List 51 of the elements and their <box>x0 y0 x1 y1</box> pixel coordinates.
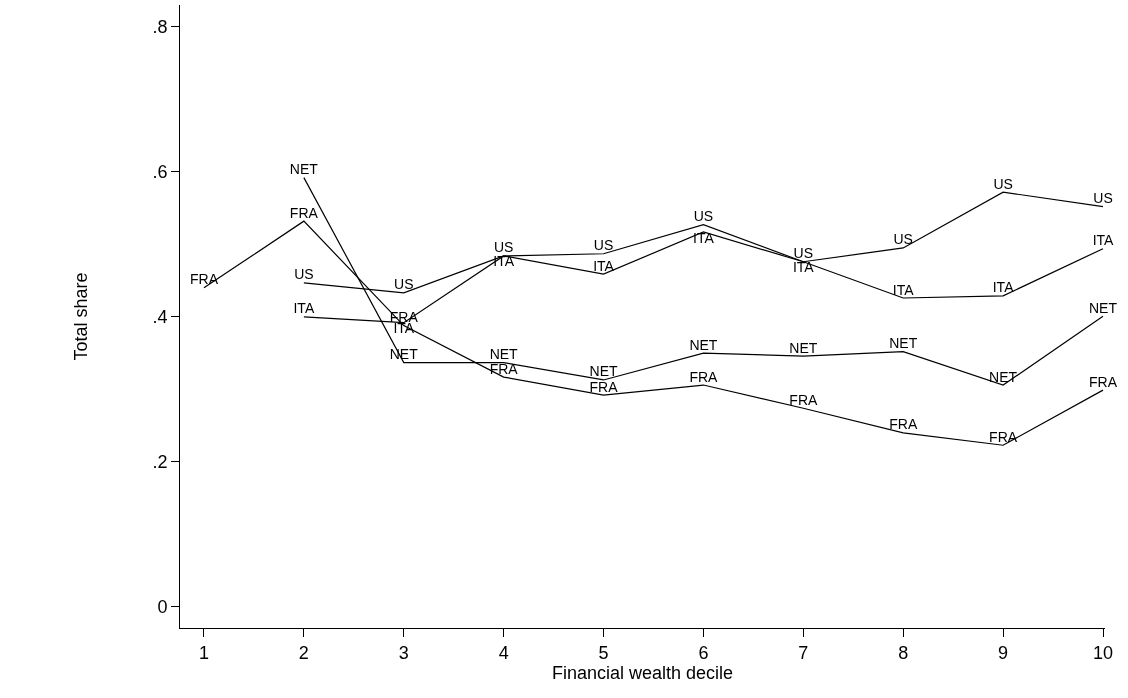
text: ITA <box>693 229 714 246</box>
y-tick-label: .6 <box>152 162 168 183</box>
series-label: FRA <box>989 428 1018 445</box>
series-label: US <box>493 239 514 256</box>
x-axis-title: Financial wealth decile <box>551 662 734 683</box>
text: US <box>294 266 314 283</box>
x-tick-label: 9 <box>998 642 1009 663</box>
text: US <box>993 175 1013 192</box>
text: NET <box>489 346 518 363</box>
series-label: NET <box>789 339 818 356</box>
text: FRA <box>789 391 818 408</box>
series-label: ITA <box>892 281 915 298</box>
text: US <box>793 245 814 262</box>
text: NET <box>889 335 918 352</box>
text: US <box>1093 190 1113 207</box>
y-tick-label: .2 <box>152 452 168 473</box>
x-tick-label: 7 <box>798 642 809 663</box>
text: US <box>394 276 414 293</box>
text: ITA <box>293 300 315 317</box>
text: FRA <box>289 204 318 221</box>
text: ITA <box>493 253 515 270</box>
text: FRA <box>689 368 718 385</box>
x-tick-label: 1 <box>198 642 209 663</box>
x-tick-label: 8 <box>898 642 909 663</box>
text: ITA <box>593 257 614 274</box>
y-axis-title: Total share <box>70 272 91 361</box>
x-tick-label: 5 <box>598 642 609 663</box>
x-tick-label: 3 <box>398 642 409 663</box>
text: FRA <box>889 416 918 433</box>
text: US <box>593 237 614 254</box>
y-tick-label: .8 <box>152 17 168 38</box>
text: US <box>693 208 714 225</box>
text: FRA <box>189 271 218 288</box>
x-tick-label: 2 <box>298 642 309 663</box>
text: US <box>893 231 913 248</box>
x-tick-label: 4 <box>498 642 509 663</box>
text: ITA <box>992 279 1014 296</box>
y-tick-label: .4 <box>152 307 168 328</box>
text: NET <box>689 336 718 353</box>
text: ITA <box>1092 232 1114 249</box>
x-tick-label: 10 <box>1092 642 1114 663</box>
text: NET <box>589 363 618 380</box>
text: FRA <box>1089 373 1117 390</box>
y-tick-label: 0 <box>157 597 168 618</box>
x-tick-label: 6 <box>698 642 709 663</box>
text: NET <box>289 161 318 178</box>
text: ITA <box>792 259 814 276</box>
text: NET <box>989 368 1018 385</box>
text: NET <box>1089 299 1117 316</box>
text: FRA <box>589 378 618 395</box>
text: FRA <box>489 360 518 377</box>
